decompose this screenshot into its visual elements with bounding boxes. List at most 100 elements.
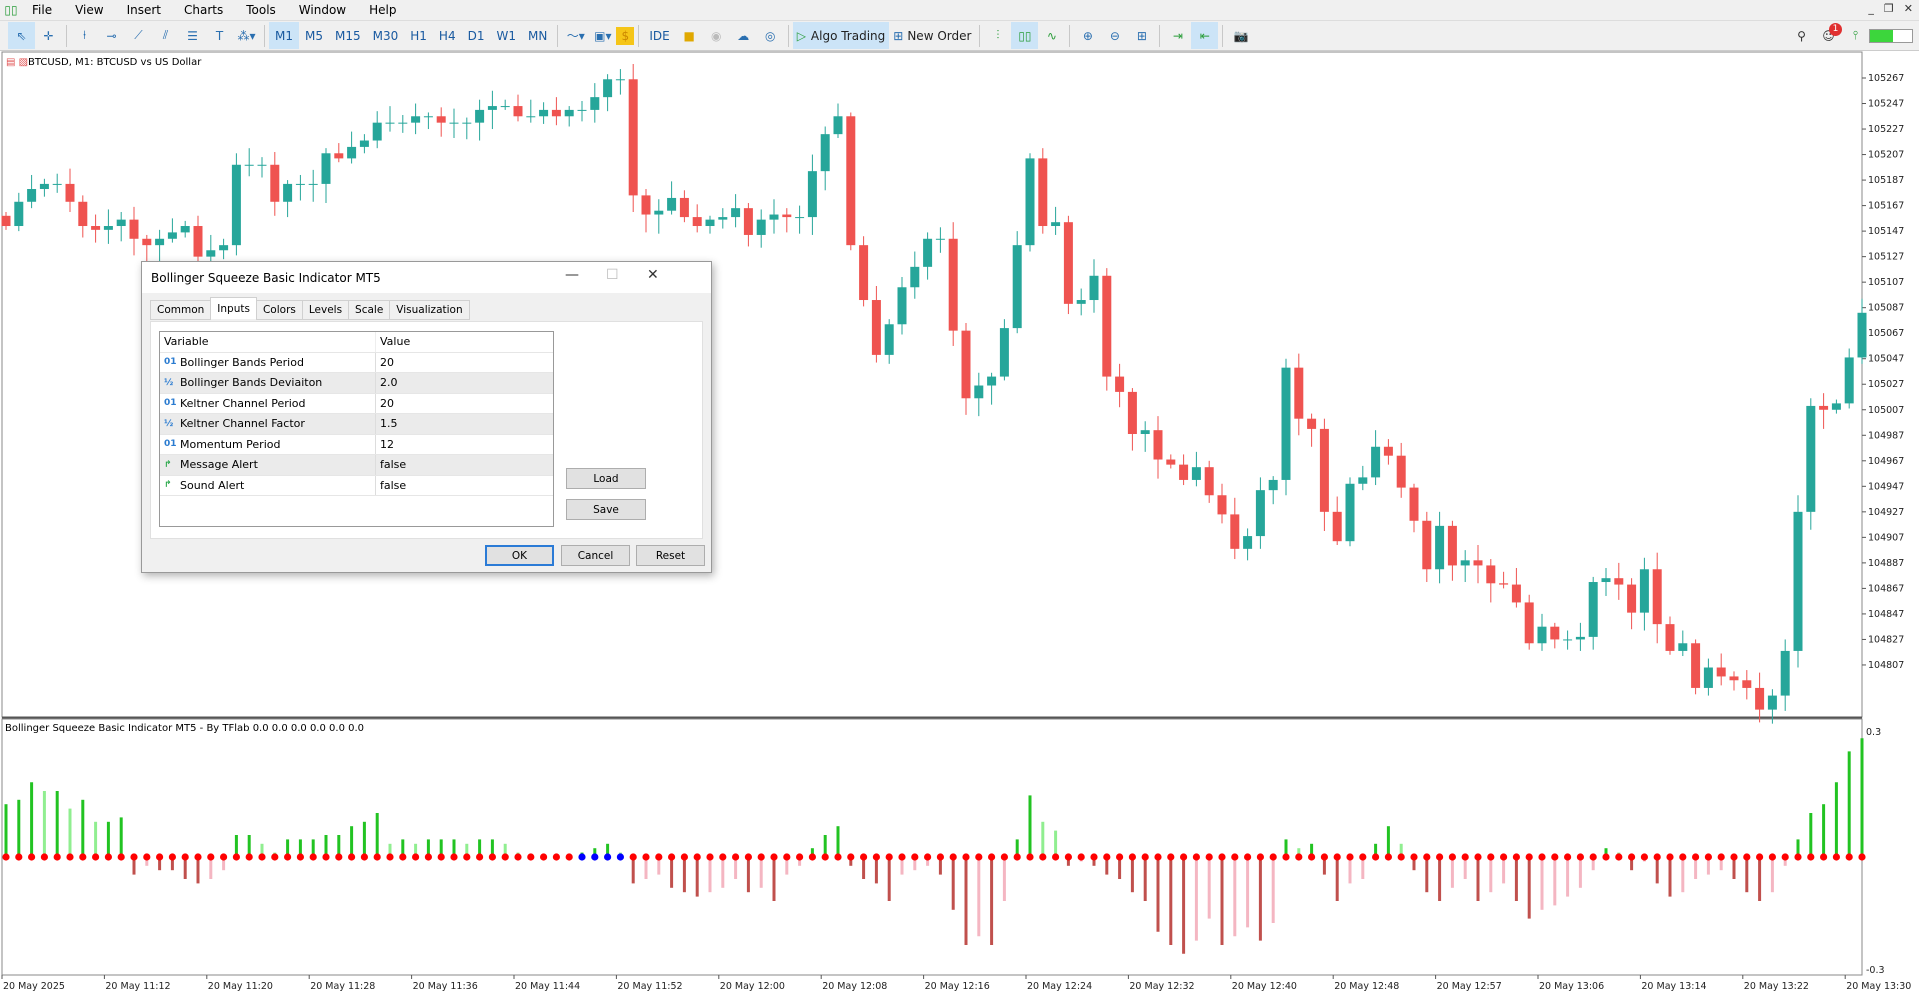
squeeze-off-dot — [719, 853, 727, 861]
variable-value[interactable]: 2.0 — [380, 376, 398, 390]
fibonacci-icon[interactable]: ☰ — [187, 28, 198, 43]
candle-body — [14, 201, 24, 227]
menu-help[interactable]: Help — [369, 3, 397, 17]
templates-icon[interactable]: ▣▾ — [594, 28, 612, 43]
candle-body — [1358, 477, 1368, 484]
squeeze-off-dot — [284, 853, 292, 861]
squeeze-off-dot — [79, 853, 87, 861]
squeeze-off-dot — [527, 853, 535, 861]
text-icon[interactable]: T — [215, 28, 224, 43]
timeframe-m30[interactable]: M30 — [372, 28, 399, 43]
tile-windows-icon[interactable]: ⊞ — [1136, 28, 1147, 43]
squeeze-off-dot — [1461, 853, 1469, 861]
market-icon[interactable]: $ — [616, 26, 635, 45]
reset-button[interactable]: Reset — [636, 545, 705, 566]
bar-chart-icon[interactable]: ⫶ — [996, 28, 1000, 42]
tab-common[interactable]: Common — [150, 300, 212, 320]
squeeze-off-dot — [1807, 853, 1815, 861]
timeframe-m1[interactable]: M1 — [269, 22, 299, 49]
dialog-close-button[interactable]: ✕ — [647, 267, 659, 283]
trendline-icon[interactable]: ⟋ — [134, 28, 143, 42]
ok-button[interactable]: OK — [485, 545, 554, 566]
search-icon[interactable]: ⚲ — [1797, 28, 1806, 43]
cursor-icon[interactable]: ⇖ — [8, 22, 35, 49]
squeeze-off-dot — [1192, 853, 1200, 861]
input-row[interactable]: ↱ Message Alert false — [160, 455, 553, 476]
timeframe-mn[interactable]: MN — [527, 28, 548, 43]
variable-value[interactable]: false — [380, 458, 407, 472]
tab-scale[interactable]: Scale — [348, 300, 391, 320]
candlestick-icon[interactable]: ▯▯ — [1011, 22, 1039, 49]
autoscroll-icon[interactable]: ⇥ — [1172, 28, 1183, 43]
load-button[interactable]: Load — [566, 468, 646, 489]
variable-value[interactable]: 20 — [380, 396, 394, 410]
menu-charts[interactable]: Charts — [184, 3, 224, 17]
input-row[interactable]: 01 Momentum Period 12 — [160, 434, 553, 455]
vertical-line-icon[interactable]: ⍿ — [82, 28, 87, 42]
channel-icon[interactable]: ⫽ — [162, 28, 169, 42]
menu-file[interactable]: File — [32, 3, 53, 17]
squeeze-off-dot — [1679, 853, 1687, 861]
indicators-icon[interactable]: 〜▾ — [566, 29, 585, 43]
zoom-in-icon[interactable]: ⊕ — [1082, 28, 1093, 43]
crosshair-icon[interactable]: ✛ — [43, 28, 54, 43]
horizontal-line-icon[interactable]: ⊸ — [106, 28, 117, 43]
input-row[interactable]: 01 Keltner Channel Period 20 — [160, 393, 553, 414]
input-row[interactable]: ↱ Sound Alert false — [160, 475, 553, 496]
input-row[interactable]: ½ Keltner Channel Factor 1.5 — [160, 414, 553, 435]
squeeze-off-dot — [1487, 853, 1495, 861]
line-chart-icon[interactable]: ∿ — [1046, 28, 1057, 43]
new-order-button[interactable]: ⊞ New Order — [889, 22, 975, 49]
vps-icon[interactable]: ☁ — [737, 28, 750, 43]
tab-inputs[interactable]: Inputs — [210, 297, 257, 319]
chart-shift-icon[interactable]: ⇤ — [1191, 22, 1219, 49]
menu-view[interactable]: View — [75, 3, 104, 17]
candle-body — [1307, 418, 1317, 429]
connection-indicator — [1869, 28, 1913, 43]
input-row[interactable]: ½ Bollinger Bands Deviaiton 2.0 — [160, 373, 553, 394]
dialog-maximize-button[interactable]: ☐ — [606, 267, 619, 283]
variable-value[interactable]: 12 — [380, 437, 394, 451]
timeframe-d1[interactable]: D1 — [467, 28, 485, 43]
candle-body — [1652, 569, 1662, 625]
menu-tools[interactable]: Tools — [246, 3, 276, 17]
squeeze-off-dot — [693, 853, 701, 861]
mql5-icon[interactable]: ◎ — [764, 28, 776, 43]
squeeze-off-dot — [1436, 853, 1444, 861]
shopping-bag-icon[interactable]: ■ — [683, 28, 695, 43]
dialog-minimize-button[interactable]: — — [565, 267, 579, 283]
zoom-out-icon[interactable]: ⊖ — [1109, 28, 1120, 43]
ide-button[interactable]: IDE — [649, 28, 670, 43]
close-icon[interactable]: ✕ — [1903, 2, 1913, 15]
cancel-button[interactable]: Cancel — [561, 545, 630, 566]
tab-visualization[interactable]: Visualization — [389, 300, 470, 320]
minimize-icon[interactable]: _ — [1868, 2, 1874, 15]
chart-canvas[interactable]: 105267 105247 105227 105207 105187 105167 1051… — [0, 51, 1919, 996]
squeeze-on-dot — [578, 853, 586, 861]
variable-value[interactable]: 20 — [380, 355, 394, 369]
squeeze-off-dot — [1141, 853, 1149, 861]
tab-levels[interactable]: Levels — [301, 300, 350, 320]
menu-window[interactable]: Window — [298, 3, 347, 17]
chart-menu-icon[interactable]: ▤ ▧ — [6, 57, 29, 68]
time-label: 20 May 13:06 — [1539, 981, 1604, 992]
timeframe-h1[interactable]: H1 — [410, 28, 427, 43]
timeframe-w1[interactable]: W1 — [496, 28, 516, 43]
time-label: 20 May 11:44 — [515, 981, 580, 992]
restore-icon[interactable]: ❐ — [1883, 2, 1894, 15]
timeframe-m5[interactable]: M5 — [305, 28, 323, 43]
timeframe-h4[interactable]: H4 — [438, 28, 456, 43]
menu-insert[interactable]: Insert — [126, 3, 161, 17]
notifications-icon[interactable]: ☺ 1 — [1815, 22, 1842, 49]
tab-colors[interactable]: Colors — [255, 300, 303, 320]
signals-icon[interactable]: ◉ — [710, 28, 722, 43]
algo-trading-button[interactable]: ▷ Algo Trading — [792, 22, 890, 49]
variable-value[interactable]: false — [380, 478, 407, 492]
input-row[interactable]: 01 Bollinger Bands Period 20 — [160, 352, 553, 373]
screenshot-icon[interactable]: 📷 — [1233, 28, 1249, 43]
shapes-icon[interactable]: ⁂▾ — [237, 28, 256, 43]
variable-value[interactable]: 1.5 — [380, 417, 398, 431]
save-button[interactable]: Save — [566, 499, 646, 520]
candle-body — [654, 210, 664, 215]
timeframe-m15[interactable]: M15 — [335, 28, 361, 43]
